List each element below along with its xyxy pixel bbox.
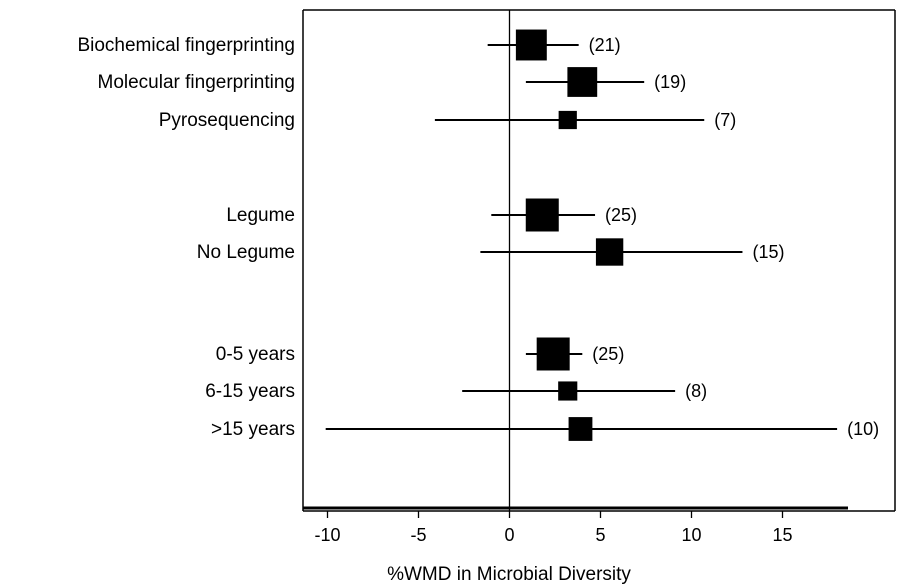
effect-size-marker — [558, 110, 577, 130]
effect-size-marker — [567, 67, 598, 97]
x-tick-label: 5 — [595, 525, 605, 545]
effect-size-marker — [568, 417, 593, 441]
sample-size-label: (7) — [714, 110, 736, 130]
row-label: 0-5 years — [216, 344, 295, 365]
row-label: No Legume — [197, 242, 295, 263]
effect-size-marker — [536, 337, 570, 371]
sample-size-label: (25) — [592, 344, 624, 364]
x-tick-label: 10 — [681, 525, 701, 545]
sample-size-label: (10) — [847, 419, 879, 439]
x-axis-title: %WMD in Microbial Diversity — [387, 564, 631, 584]
x-tick-label: -10 — [314, 525, 340, 545]
effect-size-marker — [558, 381, 578, 401]
sample-size-label: (21) — [589, 35, 621, 55]
row-label: Pyrosequencing — [159, 110, 295, 131]
effect-size-marker — [525, 198, 559, 232]
x-tick-label: 15 — [772, 525, 792, 545]
effect-size-marker — [595, 238, 624, 266]
row-label: Molecular fingerprinting — [98, 72, 296, 93]
sample-size-label: (15) — [752, 242, 784, 262]
sample-size-label: (19) — [654, 72, 686, 92]
rows-layer: Biochemical fingerprinting (21) Molecular … — [77, 29, 879, 441]
row-label: Biochemical fingerprinting — [77, 35, 295, 56]
row-label: Legume — [226, 205, 295, 226]
sample-size-label: (25) — [605, 205, 637, 225]
effect-size-marker — [515, 29, 547, 61]
row-label: >15 years — [211, 419, 295, 440]
row-label: 6-15 years — [205, 381, 295, 402]
axis-layer: -10 -5 0 5 10 15 — [302, 9, 896, 545]
x-tick-label: 0 — [504, 525, 514, 545]
sample-size-label: (8) — [685, 381, 707, 401]
x-tick-label: -5 — [410, 525, 426, 545]
